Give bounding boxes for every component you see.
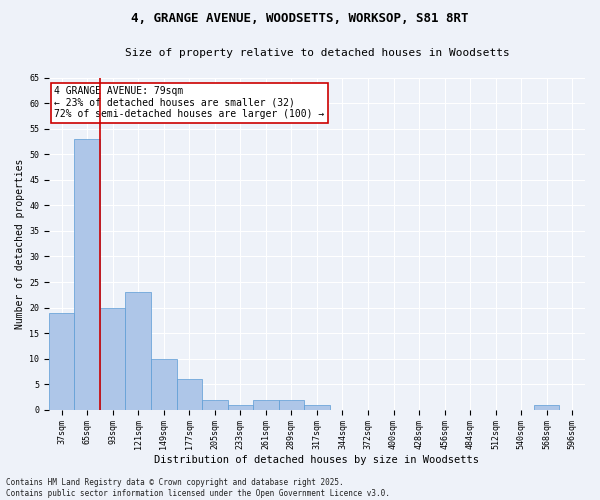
Bar — [278, 400, 304, 409]
Bar — [202, 400, 227, 409]
Text: 4, GRANGE AVENUE, WOODSETTS, WORKSOP, S81 8RT: 4, GRANGE AVENUE, WOODSETTS, WORKSOP, S8… — [131, 12, 469, 26]
Bar — [253, 400, 278, 409]
Text: Contains HM Land Registry data © Crown copyright and database right 2025.
Contai: Contains HM Land Registry data © Crown c… — [6, 478, 390, 498]
Bar — [176, 379, 202, 410]
Text: 4 GRANGE AVENUE: 79sqm
← 23% of detached houses are smaller (32)
72% of semi-det: 4 GRANGE AVENUE: 79sqm ← 23% of detached… — [54, 86, 325, 119]
Y-axis label: Number of detached properties: Number of detached properties — [15, 158, 25, 329]
Title: Size of property relative to detached houses in Woodsetts: Size of property relative to detached ho… — [125, 48, 509, 58]
Bar — [304, 404, 330, 409]
X-axis label: Distribution of detached houses by size in Woodsetts: Distribution of detached houses by size … — [154, 455, 479, 465]
Bar — [49, 312, 74, 410]
Bar — [100, 308, 125, 410]
Bar — [125, 292, 151, 410]
Bar — [534, 404, 559, 409]
Bar — [227, 404, 253, 409]
Bar — [151, 358, 176, 410]
Bar — [74, 139, 100, 409]
